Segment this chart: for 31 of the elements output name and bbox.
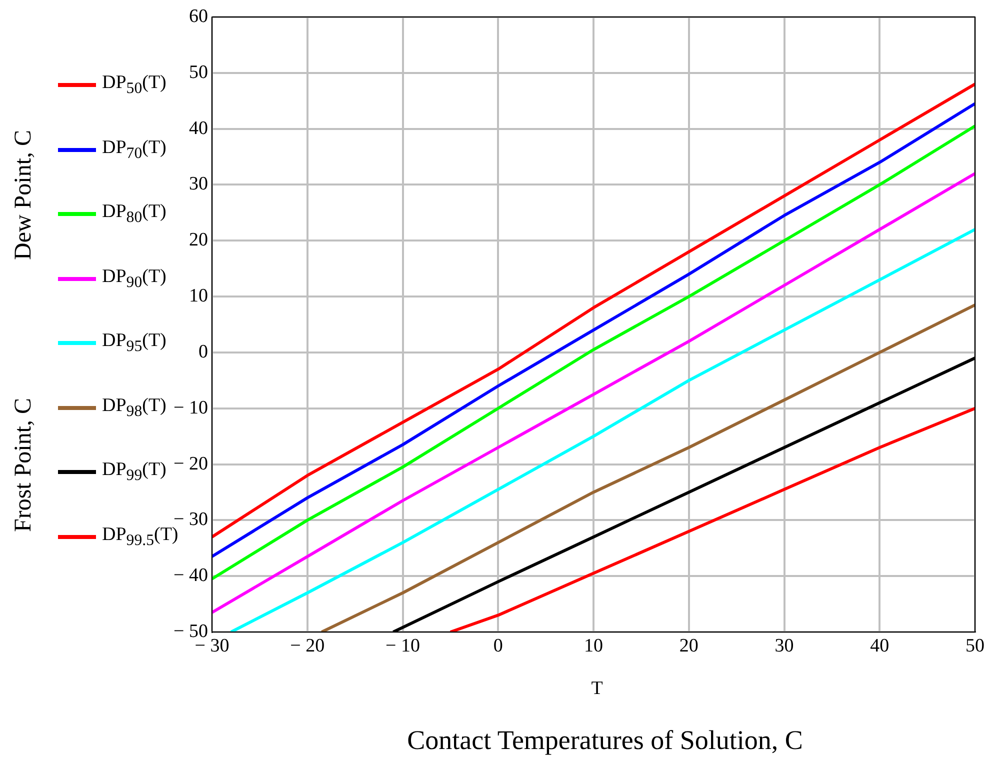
y-tick-label: − 40 [174,565,208,586]
text: Dew Point, C [10,130,38,260]
y-tick-label: − 50 [174,620,208,642]
legend-label: DP$_{98}$(T) [102,394,166,420]
x-axis-title: T [591,678,603,700]
y-tick-label: 40 [189,118,208,139]
x-tick-label: 50 [966,635,984,656]
y-tick-label: − 20 [174,453,208,474]
y-tick-label: 20 [189,230,208,251]
text: Contact Temperatures of Solution, C [407,725,803,756]
legend-label: DP$_{99.5}$(T) [102,524,178,550]
y-tick-label: 0 [198,341,208,362]
y-tick-label: 30 [189,174,208,195]
legend-label: DP$_{80}$(T) [102,201,166,227]
text: Frost Point, C [10,398,38,532]
x-tick-label: 40 [870,635,890,656]
y-tick-label: 60 [189,6,208,27]
legend-label: DP$_{70}$(T) [102,136,166,162]
y-tick-label: − 10 [174,397,208,418]
x-tick-label: − 20 [290,635,325,656]
x-tick-label: 0 [493,635,503,656]
legend-label: DP$_{50}$(T) [102,72,166,98]
y-tick-label: 10 [189,286,208,307]
x-tick-label: 20 [679,635,698,656]
y-tick-label: 50 [189,62,208,83]
x-tick-label: 10 [584,635,603,656]
legend-label: DP$_{95}$(T) [102,330,166,356]
x-tick-label: − 10 [386,635,420,656]
legend-label: DP$_{90}$(T) [102,266,166,292]
legend-label: DP$_{99}$(T) [102,459,166,485]
x-tick-label: 30 [774,635,794,656]
